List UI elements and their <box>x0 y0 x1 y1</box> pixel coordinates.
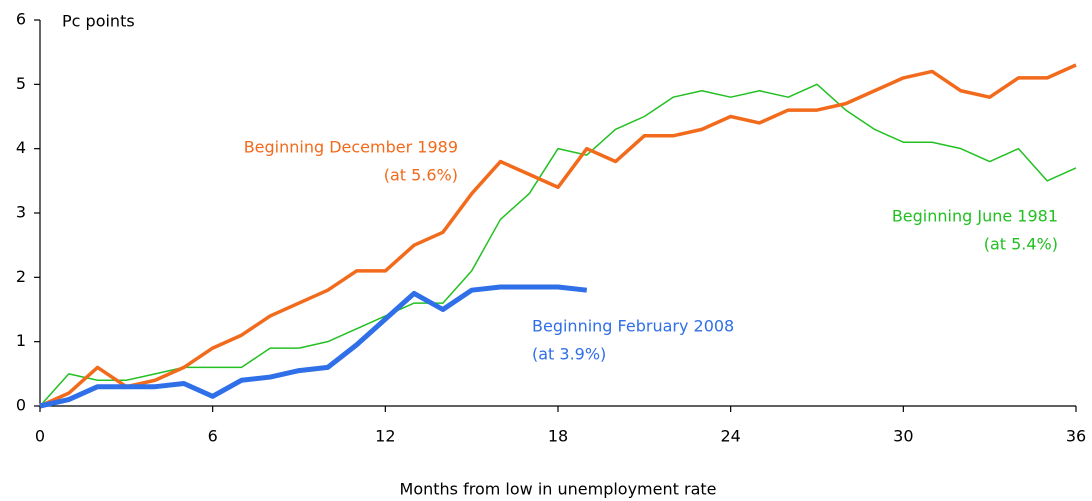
y-axis-label: Pc points <box>62 12 135 31</box>
series-rate-label: (at 5.6%) <box>384 166 458 185</box>
y-tick-label: 5 <box>16 74 26 93</box>
x-tick-label: 12 <box>375 427 395 446</box>
x-tick-label: 24 <box>720 427 740 446</box>
series-label: Beginning February 2008 <box>532 317 734 336</box>
series-rate-label: (at 5.4%) <box>984 235 1058 254</box>
series-line <box>39 284 588 409</box>
x-tick-label: 30 <box>893 427 913 446</box>
y-tick-label: 2 <box>16 267 26 286</box>
x-axis-label: Months from low in unemployment rate <box>400 480 717 499</box>
x-tick-label: 18 <box>548 427 568 446</box>
series-line <box>39 83 1077 407</box>
series-label: Beginning June 1981 <box>892 207 1058 226</box>
y-tick-label: 3 <box>16 203 26 222</box>
x-tick-label: 36 <box>1066 427 1086 446</box>
x-tick-label: 6 <box>208 427 218 446</box>
x-tick-label: 0 <box>35 427 45 446</box>
y-tick-label: 1 <box>16 331 26 350</box>
y-tick-label: 6 <box>16 10 26 29</box>
series-line <box>39 63 1077 408</box>
series-rate-label: (at 3.9%) <box>532 345 606 364</box>
y-tick-label: 4 <box>16 138 26 157</box>
series-label: Beginning December 1989 <box>244 138 458 157</box>
y-tick-label: 0 <box>16 396 26 415</box>
